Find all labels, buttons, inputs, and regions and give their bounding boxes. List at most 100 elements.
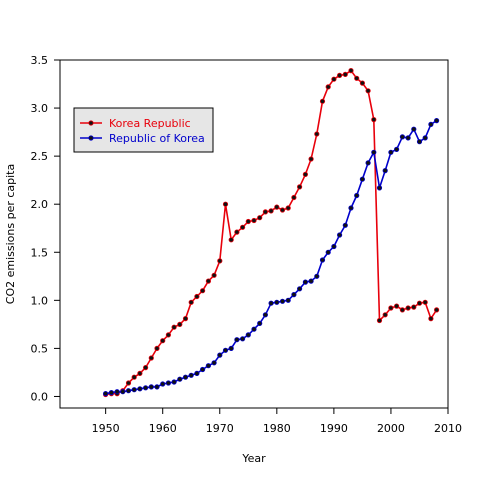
legend-label: Korea Republic	[109, 117, 191, 130]
data-point	[228, 345, 234, 351]
legend-entry: Republic of Korea	[80, 132, 205, 145]
data-point	[331, 243, 337, 250]
data-point	[251, 326, 257, 332]
data-point	[160, 381, 166, 387]
data-point	[319, 257, 326, 263]
data-point	[308, 278, 314, 284]
data-point	[262, 312, 268, 318]
data-point	[388, 149, 394, 155]
y-axis-title: CO2 emissions per capita	[4, 164, 17, 304]
data-point	[148, 384, 154, 390]
series-2	[103, 118, 440, 397]
data-point	[331, 76, 337, 82]
data-point	[279, 207, 286, 213]
data-point	[411, 126, 417, 132]
data-point	[336, 232, 343, 238]
data-point	[285, 205, 291, 211]
data-point	[171, 379, 177, 385]
data-point	[422, 299, 428, 305]
data-point	[228, 237, 234, 243]
data-point	[348, 205, 354, 211]
data-point	[274, 204, 280, 210]
legend: Korea Republic Republic of Korea	[73, 107, 214, 153]
data-point	[325, 84, 331, 90]
data-point	[416, 300, 423, 306]
data-point	[388, 305, 394, 311]
data-point	[125, 388, 132, 394]
data-point	[291, 194, 297, 201]
data-point	[399, 307, 405, 313]
data-point	[365, 88, 371, 94]
data-point	[234, 337, 240, 343]
data-point	[308, 156, 314, 162]
data-point	[285, 297, 291, 303]
plot-area	[59, 59, 449, 409]
data-point	[257, 320, 263, 326]
data-point	[314, 131, 320, 137]
x-tick-label: 1960	[149, 422, 177, 435]
data-point	[376, 317, 383, 324]
data-point	[359, 80, 365, 86]
data-point	[262, 209, 268, 215]
data-point	[411, 304, 417, 310]
data-point	[188, 372, 194, 378]
plot-frame	[59, 59, 449, 409]
data-point	[428, 315, 434, 322]
data-point	[348, 68, 354, 74]
y-tick-label: 2.0	[31, 198, 49, 211]
x-axis-title: Year	[241, 452, 266, 465]
data-point	[291, 291, 297, 298]
data-point	[376, 185, 383, 191]
data-point	[154, 384, 160, 390]
data-point	[342, 71, 348, 78]
data-point	[120, 389, 126, 395]
series-layer	[103, 68, 440, 398]
data-point	[222, 347, 229, 353]
data-point	[393, 146, 400, 152]
data-point	[302, 171, 308, 177]
data-point	[245, 218, 251, 225]
data-point	[165, 332, 171, 338]
x-tick-label: 2010	[434, 422, 462, 435]
y-tick-label: 0.5	[31, 342, 49, 355]
x-tick-label: 1980	[263, 422, 291, 435]
data-point	[240, 336, 246, 342]
y-tick-label: 3.0	[31, 102, 49, 115]
data-point	[211, 272, 217, 278]
data-point	[160, 338, 166, 344]
data-point	[143, 385, 149, 391]
y-tick-label: 2.5	[31, 150, 49, 163]
legend-entry: Korea Republic	[80, 117, 191, 130]
data-point	[131, 374, 137, 380]
data-point	[177, 321, 183, 327]
data-point	[319, 98, 326, 104]
data-point	[296, 184, 303, 190]
data-point	[433, 307, 440, 313]
y-axis: 0.0 0.5 1.0 1.5 2.0 2.5 3.0 3.5	[31, 54, 60, 403]
data-point	[194, 293, 200, 300]
data-point	[371, 117, 377, 123]
data-point	[165, 380, 171, 386]
data-point	[314, 273, 320, 279]
data-point	[257, 215, 263, 221]
x-axis: 1950 1960 1970 1980 1990 2000 2010	[92, 408, 462, 435]
y-tick-label: 3.5	[31, 54, 49, 67]
y-tick-label: 1.0	[31, 294, 49, 307]
y-tick-label: 0.0	[31, 390, 49, 403]
data-point	[131, 387, 137, 393]
data-point	[371, 149, 377, 155]
data-point	[222, 201, 229, 207]
data-point	[365, 160, 371, 166]
data-point	[103, 390, 109, 397]
data-point	[268, 208, 274, 214]
legend-swatch-point	[88, 120, 94, 126]
data-point	[108, 389, 115, 396]
data-point	[399, 134, 405, 140]
x-tick-label: 1970	[206, 422, 234, 435]
x-tick-label: 2000	[377, 422, 405, 435]
data-point	[194, 370, 200, 376]
data-point	[137, 370, 143, 376]
x-tick-label: 1990	[320, 422, 348, 435]
data-point	[200, 366, 206, 373]
